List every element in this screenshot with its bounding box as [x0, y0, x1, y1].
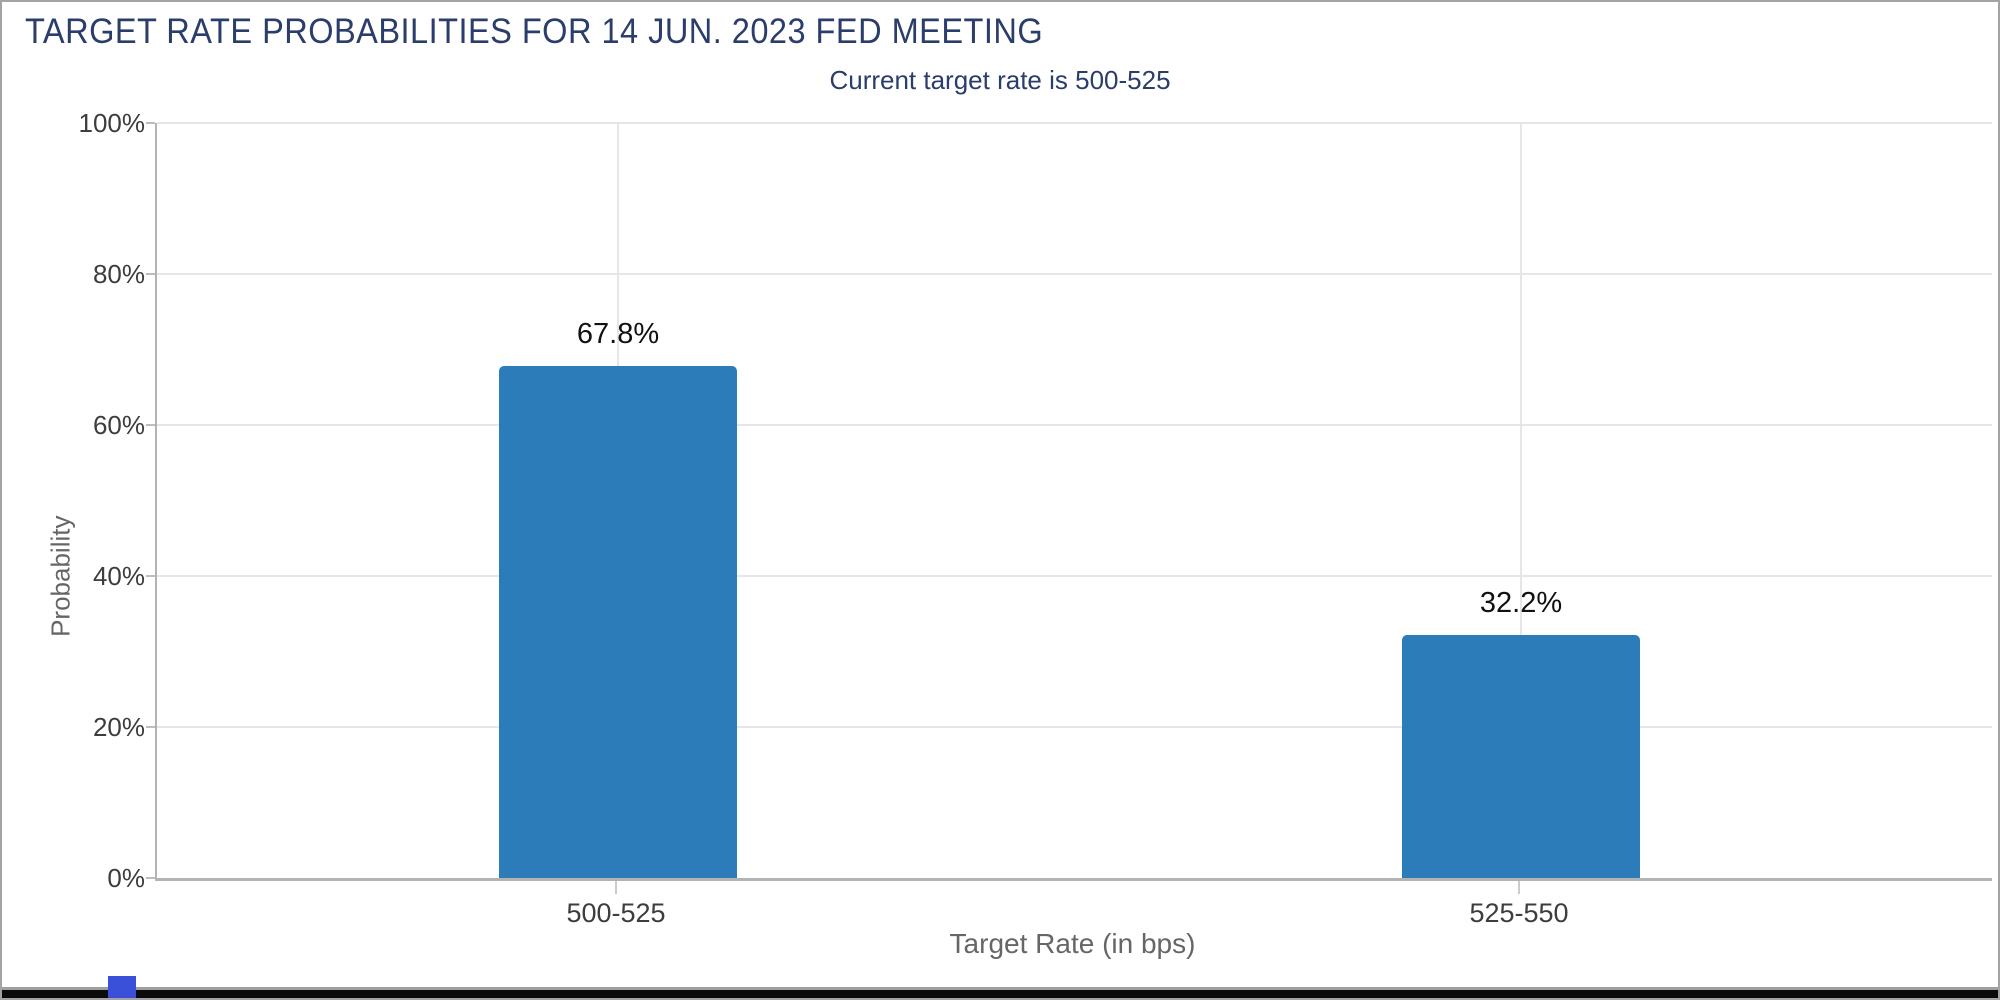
chart-subtitle: Current target rate is 500-525	[829, 65, 1171, 95]
y-tick-label: 100%	[78, 108, 146, 138]
y-tick-label: 20%	[92, 712, 145, 742]
category-gridline	[1520, 123, 1522, 878]
plot-area: 67.8% 32.2%	[155, 122, 1992, 881]
y-tick-mark	[146, 575, 155, 577]
y-gridline	[157, 273, 1992, 275]
x-tick-label: 525-550	[1469, 898, 1569, 928]
y-tick-label: 60%	[92, 410, 145, 440]
y-gridline	[157, 575, 1992, 577]
y-tick-mark	[146, 122, 155, 124]
y-gridline	[157, 424, 1992, 426]
corner-blue-square	[108, 976, 136, 998]
y-tick-mark	[146, 424, 155, 426]
chart-title: TARGET RATE PROBABILITIES FOR 14 JUN. 20…	[25, 12, 1044, 51]
bar-value-label: 32.2%	[1479, 586, 1563, 619]
x-tick-mark	[615, 881, 617, 894]
x-tick-mark	[1518, 881, 1520, 894]
y-tick-mark	[146, 273, 155, 275]
x-tick-label: 500-525	[566, 898, 666, 928]
y-tick-label: 0%	[107, 863, 145, 893]
y-tick-label: 80%	[92, 259, 145, 289]
y-tick-mark	[146, 877, 155, 879]
q-logo-watermark-icon	[1982, 241, 2000, 421]
probability-bar[interactable]	[499, 366, 737, 878]
y-axis-title: Probability	[46, 455, 92, 637]
y-tick-mark	[146, 726, 155, 728]
bar-value-label: 67.8%	[576, 318, 660, 351]
y-gridline	[157, 726, 1992, 728]
probability-bar[interactable]	[1402, 634, 1640, 878]
y-gridline	[157, 122, 1992, 124]
x-axis-title: Target Rate (in bps)	[949, 928, 1196, 959]
bottom-border-bar	[2, 987, 1998, 998]
y-tick-label: 40%	[92, 561, 145, 591]
